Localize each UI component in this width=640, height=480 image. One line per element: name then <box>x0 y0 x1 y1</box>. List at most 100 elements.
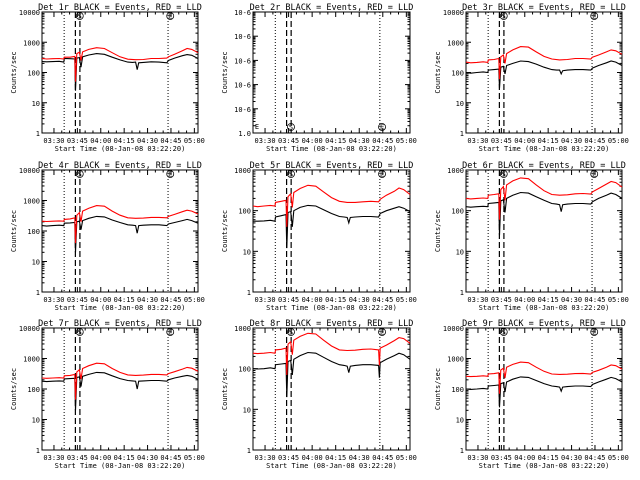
x-tick-label: 04:30 <box>349 296 370 304</box>
x-tick-label: 05:00 <box>184 296 205 304</box>
x-tick-label: 04:45 <box>372 137 393 145</box>
x-tick-label: 04:15 <box>114 296 135 304</box>
y-tick-label: 100 <box>451 208 464 216</box>
x-tick-label: 05:00 <box>608 296 629 304</box>
x-tick-label: 04:30 <box>561 296 582 304</box>
series-line <box>41 205 199 244</box>
series-line <box>465 177 623 220</box>
y-tick-label: 10-6 <box>234 82 251 90</box>
x-tick-label: 04:15 <box>325 137 346 145</box>
detector-panel: Det 1r BLACK = Events, RED = LLD 1 10 100 10… <box>10 3 205 153</box>
series-line <box>41 371 199 411</box>
marker-circle <box>378 123 386 131</box>
plot-frame <box>465 11 623 134</box>
x-tick-label: 03:30 <box>43 137 64 145</box>
panel-title: Det 2r BLACK = Events, RED = LLD <box>250 3 414 13</box>
marker-circle <box>287 328 295 336</box>
x-tick-label: 03:30 <box>43 454 64 462</box>
marker-circle <box>75 170 84 178</box>
x-tick-label: 03:30 <box>467 296 488 304</box>
marker-circle <box>166 328 175 336</box>
y-tick-label: 1000 <box>23 356 40 364</box>
marker-circle <box>499 12 508 20</box>
y-tick-label: 100 <box>238 366 251 374</box>
x-tick-label: 04:45 <box>372 454 393 462</box>
panel-title: Det 5r BLACK = Events, RED = LLD <box>250 161 414 171</box>
y-tick-label: 1 <box>36 130 40 138</box>
y-tick-label: 1 <box>460 447 464 455</box>
plot-frame <box>465 327 623 451</box>
marker-label: S <box>502 171 506 179</box>
x-axis-label: Start Time (08-Jan-08 03:22:20) <box>479 304 610 312</box>
marker-label: S <box>289 124 293 132</box>
marker-label: E <box>380 124 384 132</box>
x-tick-label: 04:45 <box>584 296 605 304</box>
x-tick-label: 05:00 <box>396 454 417 462</box>
y-tick-label: 10000 <box>443 9 464 17</box>
panel-title: Det 6r BLACK = Events, RED = LLD <box>462 161 626 171</box>
y-tick-label: 10 <box>32 417 40 425</box>
x-tick-label: 04:45 <box>160 296 181 304</box>
y-tick-label: 1 <box>36 289 40 297</box>
marker-label: E <box>592 329 596 337</box>
y-axis-label: Counts/sec <box>434 51 442 93</box>
x-tick-label: 03:30 <box>255 454 276 462</box>
marker-circle <box>75 12 84 20</box>
y-tick-label: 10 <box>456 417 464 425</box>
marker-label: S <box>289 329 293 337</box>
series-line <box>465 361 623 394</box>
x-tick-label: 05:00 <box>184 137 205 145</box>
x-axis-label: Start Time (08-Jan-08 03:22:20) <box>55 145 186 153</box>
series-line <box>41 362 199 400</box>
x-axis-label: Start Time (08-Jan-08 03:22:20) <box>55 304 186 312</box>
marker-circle <box>378 328 386 336</box>
marker-circle <box>75 328 84 336</box>
x-tick-label: 03:45 <box>278 454 299 462</box>
series-line <box>41 47 199 82</box>
x-tick-label: 04:00 <box>302 137 323 145</box>
x-tick-label: 04:00 <box>514 296 535 304</box>
x-axis-label: Start Time (08-Jan-08 03:22:20) <box>266 304 397 312</box>
y-tick-label: 1000 <box>23 198 40 206</box>
panel-title: Det 7r BLACK = Events, RED = LLD <box>38 319 202 329</box>
x-tick-label: 04:15 <box>538 296 559 304</box>
x-tick-label: 04:45 <box>160 137 181 145</box>
marker-label: E <box>592 13 596 21</box>
series-line <box>253 204 411 249</box>
x-tick-label: 03:45 <box>67 137 88 145</box>
y-tick-label: 10-6 <box>234 9 251 17</box>
y-tick-label: 10000 <box>19 325 40 333</box>
y-axis-label: Counts/sec <box>221 51 229 93</box>
series-line <box>465 376 623 408</box>
x-tick-label: 04:15 <box>325 296 346 304</box>
marker-label: E <box>380 171 384 179</box>
y-tick-label: 1000 <box>447 356 464 364</box>
x-tick-label: 04:45 <box>372 296 393 304</box>
y-axis-label: Counts/sec <box>221 210 229 252</box>
detector-panel: Det 8r BLACK = Events, RED = LLD 1 10 100 10… <box>221 319 417 470</box>
marker-circle <box>499 328 508 336</box>
y-tick-label: 10000 <box>443 325 464 333</box>
plot-frame <box>252 11 411 134</box>
x-tick-label: 03:30 <box>43 296 64 304</box>
x-tick-label: 04:15 <box>114 137 135 145</box>
y-tick-label: 100 <box>27 228 40 236</box>
x-axis-label: Start Time (08-Jan-08 03:22:20) <box>266 145 397 153</box>
y-tick-label: 1 <box>247 289 251 297</box>
y-tick-label: 1000 <box>234 325 251 333</box>
x-tick-label: 05:00 <box>396 137 417 145</box>
detector-panel: Det 5r BLACK = Events, RED = LLD 1 10 100 10… <box>221 161 417 312</box>
x-tick-label: 03:45 <box>491 137 512 145</box>
y-tick-label: 1 <box>460 130 464 138</box>
x-tick-label: 03:45 <box>278 296 299 304</box>
series-line <box>41 53 199 91</box>
series-line <box>41 215 199 253</box>
marker-circle <box>287 123 295 131</box>
x-tick-label: 05:00 <box>396 296 417 304</box>
detector-panel: Det 2r BLACK = Events, RED = LLD 1.0 10-6 1… <box>221 3 417 153</box>
marker-label: S <box>78 13 82 21</box>
y-axis-label: Counts/sec <box>10 368 18 410</box>
panel-title: Det 4r BLACK = Events, RED = LLD <box>38 161 202 171</box>
x-tick-label: 03:45 <box>67 454 88 462</box>
panel-title: Det 8r BLACK = Events, RED = LLD <box>250 319 414 329</box>
